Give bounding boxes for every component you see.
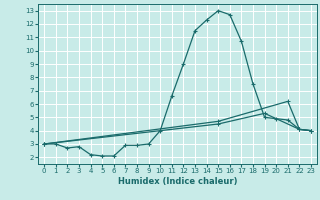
X-axis label: Humidex (Indice chaleur): Humidex (Indice chaleur) (118, 177, 237, 186)
